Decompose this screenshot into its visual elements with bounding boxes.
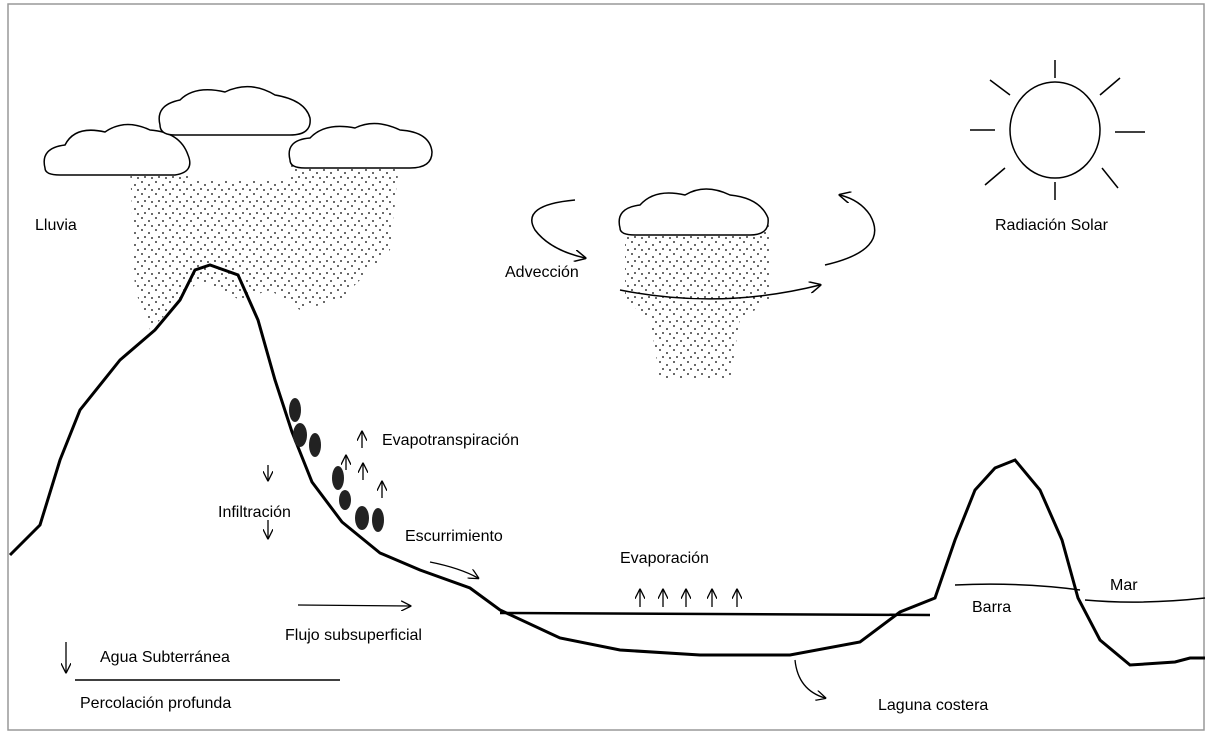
advection-arrows [531,195,876,300]
label: Barra [972,599,1011,616]
process-arrows [66,432,825,698]
sun [970,60,1145,200]
label: Lluvia [35,217,77,234]
label: Agua Subterránea [100,649,230,666]
label: Advección [505,264,579,281]
bar-line [954,583,1081,591]
frame [7,3,1205,731]
lagoon-surface [499,611,931,617]
label: Radiación Solar [995,217,1109,234]
rain-areas [130,155,770,380]
trees [289,398,384,532]
label: Infiltración [218,504,291,521]
label: Percolación profunda [80,695,231,712]
clouds [43,86,769,236]
label: Flujo subsuperficial [285,627,422,644]
sea-line [1084,597,1206,603]
label: Evaporación [620,550,709,567]
label: Evapotranspiración [382,432,519,449]
label: Mar [1110,577,1138,594]
terrain [8,263,1205,667]
label: Laguna costera [878,697,988,714]
label: Escurrimiento [405,528,503,545]
